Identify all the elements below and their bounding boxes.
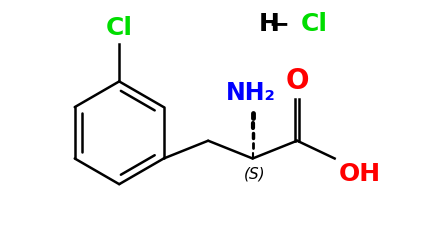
Text: (S): (S) xyxy=(243,166,265,182)
Text: Cl: Cl xyxy=(300,12,327,36)
Text: NH₂: NH₂ xyxy=(225,81,275,105)
Text: −: − xyxy=(268,12,289,36)
Text: O: O xyxy=(285,67,308,95)
Text: Cl: Cl xyxy=(106,16,132,40)
Text: H: H xyxy=(258,12,279,36)
Text: OH: OH xyxy=(338,162,380,186)
